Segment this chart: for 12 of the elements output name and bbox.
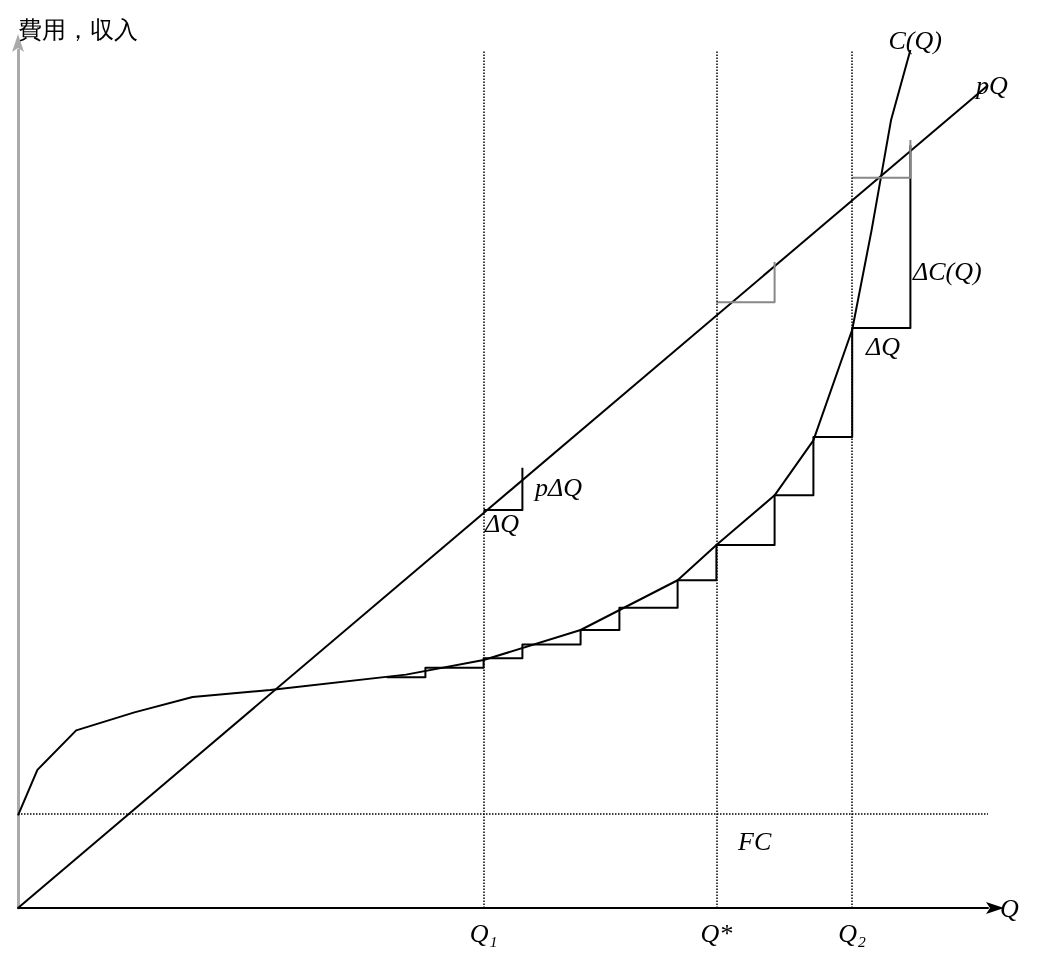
annotation: ΔQ: [484, 508, 520, 538]
x-axis-title: Q: [1000, 893, 1019, 923]
x-tick-label: Q*: [700, 918, 733, 948]
x-tick-label: Q₁: [469, 918, 498, 948]
annotation: FC: [737, 826, 772, 856]
y-axis-title: 費用，収入: [18, 16, 138, 44]
annotation: ΔC(Q): [912, 256, 982, 286]
series-label: C(Q): [888, 25, 942, 55]
x-tick-label: Q₂: [838, 918, 867, 948]
annotation: ΔQ: [865, 331, 901, 361]
series-label: pQ: [974, 70, 1008, 100]
annotation: pΔQ: [533, 472, 583, 502]
